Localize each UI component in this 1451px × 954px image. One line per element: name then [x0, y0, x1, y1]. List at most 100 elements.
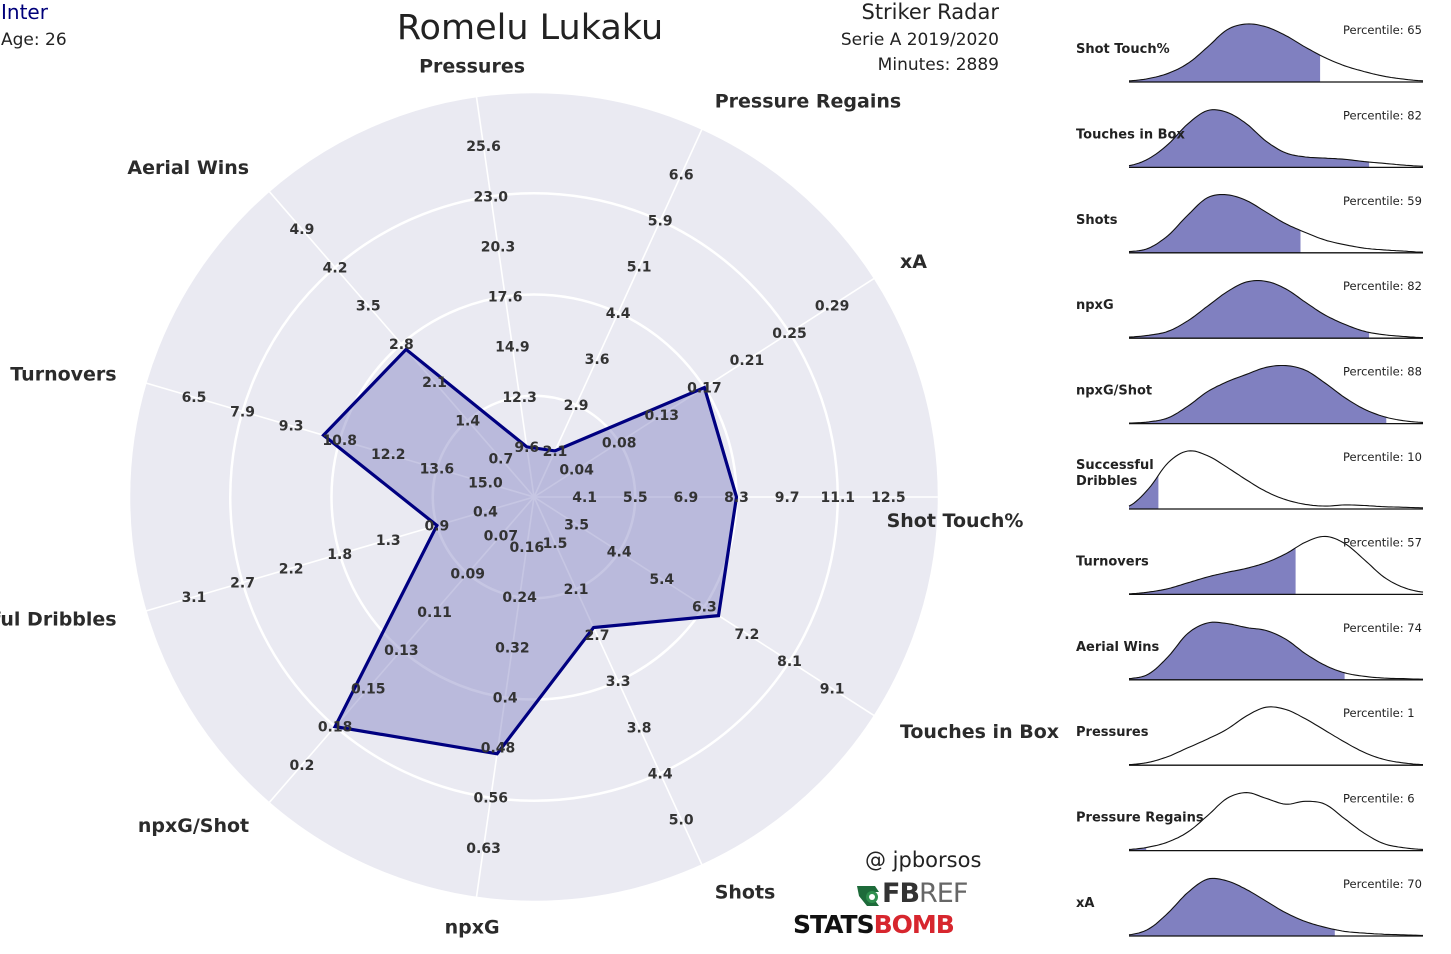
radar-tick-label: 6.6 [669, 168, 694, 184]
radar-tick-label: 1.4 [455, 413, 480, 429]
distribution-fill [1129, 547, 1296, 595]
distribution-label: Touches in Box [1076, 127, 1185, 142]
distribution-curve [1128, 792, 1424, 850]
radar-axis-label: xA [900, 251, 927, 273]
radar-tick-label: 4.4 [648, 766, 673, 782]
radar-tick-label: 4.9 [290, 222, 315, 238]
distribution-label: Shot Touch% [1076, 42, 1170, 57]
radar-tick-label: 25.6 [466, 139, 501, 155]
radar-tick-label: 3.3 [606, 674, 631, 690]
distribution-panel: Turnovers Percentile: 57 [1076, 535, 1424, 596]
radar-chart: 4.1 5.5 6.9 8.3 9.7 11.1 12.5 3.5 4.4 5.4 6.3 7.2 8.… [0, 55, 1059, 938]
distribution-fill [1129, 365, 1387, 424]
radar-spoke [268, 190, 535, 498]
radar-tick-label: 0.48 [481, 741, 516, 757]
radar-tick-label: 5.1 [627, 260, 652, 276]
radar-spoke [533, 496, 876, 717]
distribution-label: npxG [1076, 298, 1114, 313]
distribution-curve [1128, 535, 1424, 595]
radar-tick-label: 9.6 [514, 440, 539, 456]
minutes-played: Minutes: 2889 [877, 55, 999, 75]
radar-tick-label: 12.5 [871, 490, 906, 506]
radar-axis-label: Pressure Regains [715, 90, 901, 112]
radar-tick-label: 9.7 [775, 490, 800, 506]
radar-tick-label: 20.3 [481, 239, 516, 255]
radar-tick-label: 4.4 [606, 306, 631, 322]
radar-tick-label: 5.5 [623, 490, 648, 506]
radar-tick-label: 14.9 [495, 340, 530, 356]
radar-tick-label: 0.16 [510, 540, 545, 556]
radar-tick-label: 4.2 [323, 260, 348, 276]
radar-tick-label: 4.4 [607, 545, 632, 561]
radar-data-polygon [321, 347, 739, 756]
distribution-curve [1128, 450, 1423, 509]
radar-tick-label: 0.21 [730, 353, 765, 369]
radar-axis-label: Shots [715, 882, 776, 904]
distribution-panel: Pressure Regains Percentile: 6 [1076, 792, 1424, 852]
percentile-label: Percentile: 70 [1343, 877, 1422, 891]
percentile-label: Percentile: 82 [1343, 108, 1422, 122]
distribution-label: Aerial Wins [1076, 640, 1160, 655]
percentile-label: Percentile: 1 [1343, 706, 1415, 720]
radar-tick-label: 0.04 [559, 463, 594, 479]
distribution-curve [1128, 621, 1423, 680]
distribution-panel: Touches in Box Percentile: 82 [1076, 108, 1423, 169]
distribution-curve [1128, 280, 1424, 339]
radar-spoke [145, 496, 535, 612]
distribution-label: xA [1076, 896, 1094, 911]
radar-tick-label: 0.32 [495, 640, 530, 656]
radar-tick-label: 3.5 [564, 517, 589, 533]
radar-tick-label: 1.3 [376, 533, 401, 549]
percentile-label: Percentile: 6 [1343, 792, 1415, 806]
distribution-fill [1129, 280, 1370, 339]
radar-tick-label: 12.3 [502, 390, 537, 406]
percentile-label: Percentile: 59 [1343, 194, 1422, 208]
radar-tick-label: 6.5 [182, 390, 207, 406]
distribution-curve [1129, 364, 1424, 424]
radar-tick-label: 13.6 [420, 461, 455, 477]
radar-tick-label: 0.13 [644, 408, 679, 424]
league-season: Serie A 2019/2020 [840, 30, 999, 50]
radar-spoke [268, 496, 535, 804]
radar-tick-label: 2.1 [422, 375, 447, 391]
distribution-panels: Shot Touch% Percentile: 65 Touches in Box P… [1076, 23, 1424, 937]
radar-tick-label: 5.4 [649, 572, 674, 588]
fbref-logo-text-fb: FB [882, 878, 920, 909]
radar-tick-label: 0.4 [473, 504, 498, 520]
radar-tick-label: 12.2 [371, 447, 406, 463]
radar-tick-label: 0.56 [473, 791, 508, 807]
radar-type: Striker Radar [861, 0, 999, 24]
distribution-fill [1129, 194, 1301, 253]
radar-tick-label: 0.25 [772, 326, 807, 342]
radar-tick-label: 3.6 [585, 352, 610, 368]
distribution-fill [1129, 878, 1335, 936]
distribution-panel: xA Percentile: 70 [1076, 877, 1423, 937]
fbref-logo: FBREF [855, 878, 970, 914]
radar-tick-label: 2.2 [279, 561, 304, 577]
radar-tick-label: 1.8 [327, 547, 352, 563]
radar-tick-label: 1.5 [543, 536, 568, 552]
player-name: Romelu Lukaku [396, 8, 664, 48]
distribution-curve [1128, 194, 1424, 253]
radar-tick-label: 0.2 [290, 758, 315, 774]
radar-tick-label: 5.9 [648, 214, 673, 230]
radar-tick-label: 0.09 [450, 567, 485, 583]
radar-tick-label: 0.13 [384, 643, 419, 659]
radar-tick-label: 2.8 [389, 337, 414, 353]
radar-tick-label: 7.2 [735, 627, 760, 643]
radar-tick-label: 0.11 [417, 605, 452, 621]
radar-tick-label: 0.17 [687, 381, 722, 397]
author-credit: @ jpborsos [865, 848, 982, 872]
radar-tick-label: 0.18 [318, 720, 353, 736]
statsbomb-logo: STATSBOMB [793, 910, 955, 939]
distribution-curve [1128, 706, 1424, 766]
percentile-label: Percentile: 10 [1343, 450, 1422, 464]
percentile-label: Percentile: 82 [1343, 279, 1422, 293]
radar-tick-label: 2.7 [585, 628, 610, 644]
radar-tick-label: 2.9 [564, 398, 589, 414]
distribution-panel: Shot Touch% Percentile: 65 [1076, 23, 1424, 83]
radar-tick-label: 23.0 [473, 189, 508, 205]
distribution-panel: npxG/Shot Percentile: 88 [1076, 364, 1424, 425]
distribution-label: Dribbles [1076, 474, 1138, 489]
percentile-label: Percentile: 88 [1343, 365, 1422, 379]
